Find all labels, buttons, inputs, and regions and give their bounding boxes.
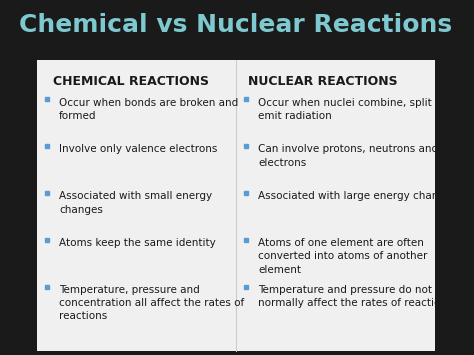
Text: NUCLEAR REACTIONS: NUCLEAR REACTIONS [248,75,398,88]
Text: Occur when nuclei combine, split and
emit radiation: Occur when nuclei combine, split and emi… [258,98,455,121]
FancyBboxPatch shape [37,60,435,351]
Text: CHEMICAL REACTIONS: CHEMICAL REACTIONS [53,75,209,88]
Text: Involve only valence electrons: Involve only valence electrons [59,144,218,154]
Text: Associated with large energy changes: Associated with large energy changes [258,191,457,201]
Text: Atoms keep the same identity: Atoms keep the same identity [59,238,216,248]
Text: Temperature, pressure and
concentration all affect the rates of
reactions: Temperature, pressure and concentration … [59,285,245,322]
Text: Can involve protons, neutrons and
electrons: Can involve protons, neutrons and electr… [258,144,438,168]
Text: Chemical vs Nuclear Reactions: Chemical vs Nuclear Reactions [19,13,452,37]
Text: Associated with small energy
changes: Associated with small energy changes [59,191,212,214]
Text: Occur when bonds are broken and
formed: Occur when bonds are broken and formed [59,98,238,121]
Text: Atoms of one element are often
converted into atoms of another
element: Atoms of one element are often converted… [258,238,428,275]
Text: Temperature and pressure do not
normally affect the rates of reactions: Temperature and pressure do not normally… [258,285,453,308]
